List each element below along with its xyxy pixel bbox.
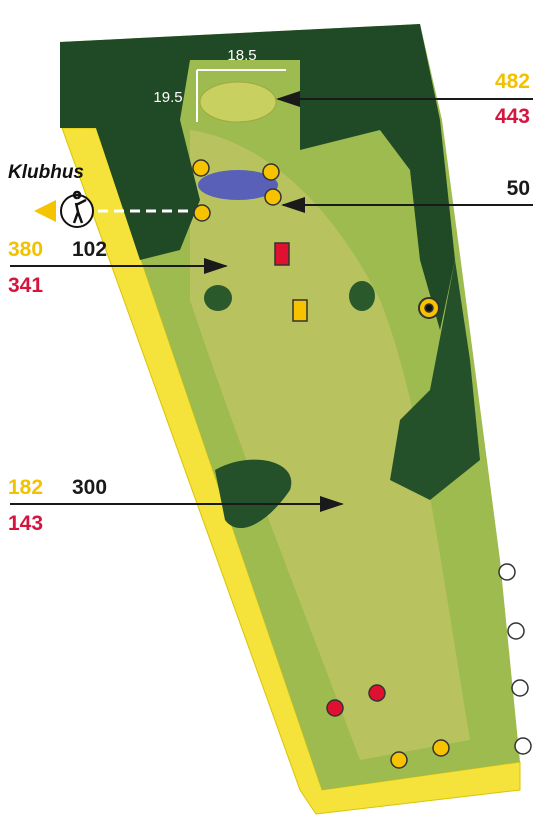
- distance: 300: [72, 476, 107, 499]
- hole-map: 18.5 19.5 Klubhus 482 443 50 380 102 341…: [0, 0, 533, 816]
- distance: 341: [8, 274, 43, 297]
- distance: 50: [507, 177, 530, 200]
- distance: 443: [495, 105, 530, 128]
- distance: 143: [8, 512, 43, 535]
- clubhouse-arrow: [34, 200, 56, 222]
- tree: [349, 281, 375, 311]
- green-depth: 19.5: [153, 89, 182, 106]
- distance: 182: [8, 476, 43, 499]
- distance: 482: [495, 70, 530, 93]
- green-width: 18.5: [227, 47, 256, 64]
- green-area: [200, 82, 276, 122]
- clubhouse-label: Klubhus: [8, 162, 84, 183]
- tree: [204, 285, 232, 311]
- distance: 102: [72, 238, 107, 261]
- distance: 380: [8, 238, 43, 261]
